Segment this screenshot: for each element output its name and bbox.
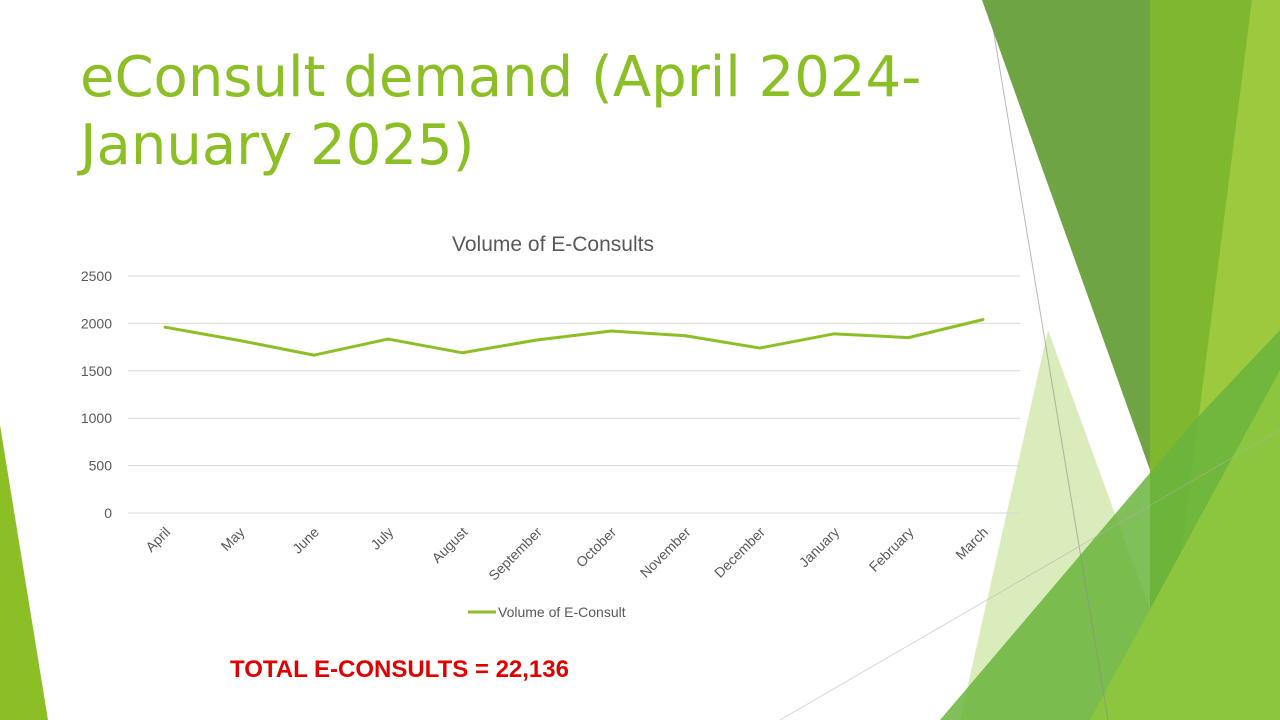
data-point bbox=[907, 336, 910, 340]
x-tick-label: January bbox=[796, 524, 843, 571]
thin-diagonal-line-2 bbox=[779, 429, 1280, 720]
y-axis-tick-labels: 0 500 1000 1500 2000 2500 bbox=[81, 268, 112, 521]
data-point bbox=[238, 338, 241, 342]
data-point bbox=[758, 346, 762, 350]
x-tick-label: June bbox=[289, 524, 322, 557]
x-tick-label: July bbox=[367, 524, 396, 553]
data-point bbox=[312, 353, 316, 357]
x-tick-label: April bbox=[142, 524, 173, 555]
data-point bbox=[461, 351, 464, 355]
x-tick-label: February bbox=[866, 524, 917, 575]
y-tick-label: 0 bbox=[104, 505, 112, 521]
y-tick-label: 1500 bbox=[81, 363, 112, 379]
slide-title: eConsult demand (April 2024- January 202… bbox=[80, 44, 940, 180]
y-tick-label: 500 bbox=[89, 458, 113, 474]
x-tick-label: March bbox=[952, 524, 991, 563]
x-tick-label: September bbox=[485, 524, 545, 584]
data-point bbox=[832, 332, 836, 336]
y-tick-label: 1000 bbox=[81, 410, 112, 426]
chart-gridlines bbox=[128, 275, 1020, 514]
x-tick-label: August bbox=[428, 524, 470, 566]
chart-series bbox=[163, 318, 985, 357]
data-point bbox=[535, 338, 539, 342]
data-point bbox=[981, 318, 985, 322]
line-chart: Volume of E-Consults 0 500 1000 1500 2000 250… bbox=[81, 233, 1020, 620]
data-point bbox=[386, 337, 390, 341]
left-green-sliver bbox=[0, 425, 48, 720]
chart-title: Volume of E-Consults bbox=[452, 233, 654, 256]
x-tick-label: November bbox=[637, 524, 694, 581]
x-axis-tick-labels: April May June July August September October No… bbox=[142, 524, 991, 584]
legend-label: Volume of E-Consult bbox=[498, 604, 626, 620]
y-tick-label: 2000 bbox=[81, 315, 112, 331]
data-point bbox=[163, 325, 167, 329]
slide-title-line-2: January 2025) bbox=[80, 113, 475, 178]
y-tick-label: 2500 bbox=[81, 268, 112, 284]
thin-diagonal-line bbox=[989, 9, 1109, 720]
chart-legend: Volume of E-Consult bbox=[468, 604, 626, 620]
total-e-consults-text: TOTAL E-CONSULTS = 22,136 bbox=[230, 656, 569, 683]
x-tick-label: December bbox=[711, 524, 768, 581]
x-tick-label: May bbox=[218, 524, 248, 554]
x-tick-label: October bbox=[573, 524, 620, 571]
data-point bbox=[609, 329, 613, 333]
data-point bbox=[684, 334, 687, 338]
series-line bbox=[163, 318, 985, 357]
slide-title-line-1: eConsult demand (April 2024- bbox=[80, 45, 922, 110]
